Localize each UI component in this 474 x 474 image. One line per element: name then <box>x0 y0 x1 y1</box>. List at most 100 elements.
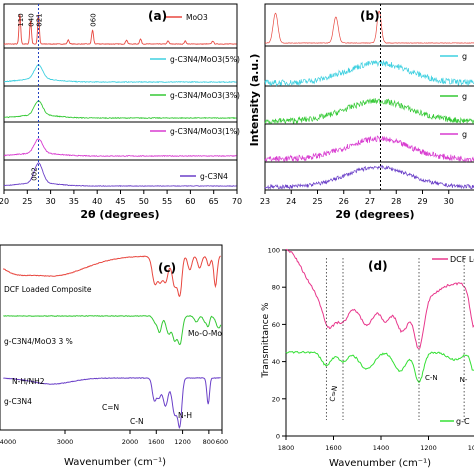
peak-label: 002 <box>30 167 38 180</box>
y-tick-label: 80 <box>272 284 280 292</box>
panel-c-plot: DCF Loaded Composite g-C3N4/MoO3 3 % g-C3N… <box>2 255 222 429</box>
series-line-4 <box>264 164 474 190</box>
panel-c-xlabel: Wavenumber (cm⁻¹) <box>64 457 166 468</box>
legend-label: g-C <box>456 417 470 426</box>
y-tick-label: 40 <box>272 358 280 366</box>
series-line-0 <box>2 255 221 298</box>
panel-b-ylabel: Intensity (a.u.) <box>248 54 261 147</box>
panel-a: 110 040 021 060 002 MoO3 g-C3N4/MoO3(5%) g-C3N4… <box>0 3 242 221</box>
x-tick-label: 1000 <box>468 444 474 452</box>
peak-label: 021 <box>35 13 43 26</box>
x-tick-label: 27 <box>365 197 375 206</box>
x-tick-label: 1400 <box>373 444 390 452</box>
panel-b-label: (b) <box>360 9 380 23</box>
y-tick-label: 60 <box>272 321 280 329</box>
series-line-1 <box>3 315 222 346</box>
series-line-1 <box>264 59 474 87</box>
x-tick-label: 65 <box>209 197 219 206</box>
panel-c: DCF Loaded Composite g-C3N4/MoO3 3 % g-C3N… <box>0 244 228 468</box>
x-tick-label: 1600 <box>325 444 342 452</box>
panel-c-frame <box>0 244 223 431</box>
y-tick-label: 20 <box>272 395 280 403</box>
annotation-label: N-H/NH2 <box>12 377 45 386</box>
annotation-label: Mo-O-Mo <box>188 329 222 338</box>
panel-d-xlabel: Wavenumber (cm⁻¹) <box>329 458 431 469</box>
y-tick-label: 100 <box>268 247 280 255</box>
x-tick-label: 30 <box>444 197 454 206</box>
x-tick-label: 3000 <box>57 438 74 446</box>
x-tick-label: 4000 <box>0 438 16 446</box>
panel-d-xticks: 1800 1600 1400 1200 1000 <box>278 436 474 452</box>
annotation-label: C-N <box>130 417 144 426</box>
annotation-label: C-N <box>425 374 438 382</box>
x-tick-label: 2000 <box>122 438 139 446</box>
peak-label: 060 <box>90 13 98 26</box>
series-line-2 <box>3 377 221 429</box>
series-line-0 <box>264 10 474 44</box>
panel-b-plot: g g g <box>264 4 474 190</box>
x-tick-label: 40 <box>92 197 102 206</box>
panel-d-yticks: 0 20 40 60 80 100 <box>268 247 286 441</box>
x-tick-label: 25 <box>312 197 322 206</box>
panel-b-xticks: 23 24 25 26 27 28 29 30 <box>260 190 454 206</box>
panel-d-ylabel: Transmittance % <box>261 302 271 379</box>
annotation-label: C=N <box>328 385 339 402</box>
y-tick-label: 0 <box>276 433 280 441</box>
x-tick-label: 30 <box>46 197 56 206</box>
panel-c-label: (c) <box>158 261 176 275</box>
x-tick-label: 45 <box>115 197 125 206</box>
x-tick-label: 1200 <box>420 444 437 452</box>
x-tick-label: 70 <box>232 197 242 206</box>
x-tick-label: 29 <box>417 197 427 206</box>
legend-label: g <box>462 92 467 101</box>
panel-d: DCF Loaded g-C C=N C-N N- (d) 1800 1600 1400 12… <box>261 247 474 469</box>
panel-b-xlabel: 2θ (degrees) <box>335 208 414 221</box>
panel-a-label: (a) <box>148 9 167 23</box>
series-line-0 <box>285 248 474 349</box>
x-tick-label: 50 <box>139 197 149 206</box>
x-tick-label: 600 <box>216 438 228 446</box>
legend-label: g <box>462 52 467 61</box>
legend-label: g-C3N4/MoO3(1%) <box>170 127 240 136</box>
panel-d-frame <box>285 249 474 437</box>
series-line-2 <box>3 100 237 120</box>
legend-label: g <box>462 130 467 139</box>
x-tick-label: 25 <box>22 197 32 206</box>
x-tick-label: 1800 <box>278 444 295 452</box>
legend-label: g-C3N4/MoO3 3 % <box>4 337 73 346</box>
x-tick-label: 20 <box>0 197 9 206</box>
series-line-3 <box>3 138 237 157</box>
annotation-label: N-H <box>178 411 192 420</box>
x-tick-label: 35 <box>69 197 79 206</box>
panel-d-label: (d) <box>368 259 388 273</box>
legend-label: g-C3N4/MoO3(5%) <box>170 55 240 64</box>
annotation-label: C=N <box>102 403 119 412</box>
legend-label: DCF Loaded Composite <box>4 285 92 294</box>
x-tick-label: 1200 <box>174 438 191 446</box>
series-line-2 <box>264 98 474 125</box>
x-tick-label: 26 <box>339 197 349 206</box>
annotation-label: N- <box>460 376 468 384</box>
peak-label: 110 <box>17 13 25 26</box>
series-line-0 <box>3 14 237 45</box>
legend-label: g-C3N4 <box>4 397 32 406</box>
panel-c-xticks: 3000 2000 1600 1200 800 600 4000 <box>0 430 228 446</box>
legend-label: g-C3N4 <box>200 172 228 181</box>
x-tick-label: 1600 <box>148 438 165 446</box>
x-tick-label: 28 <box>391 197 401 206</box>
panel-a-xlabel: 2θ (degrees) <box>80 208 159 221</box>
series-line-1 <box>285 350 474 384</box>
panel-b: g g g (b) 23 24 25 26 27 28 29 30 2θ (degrees) In… <box>248 3 474 221</box>
panel-d-plot: DCF Loaded g-C C=N C-N N- <box>285 248 474 426</box>
peak-label: 040 <box>28 13 36 26</box>
x-tick-label: 23 <box>260 197 270 206</box>
series-line-1 <box>4 64 237 84</box>
series-line-4 <box>3 162 237 187</box>
x-tick-label: 55 <box>162 197 172 206</box>
x-tick-label: 24 <box>286 197 296 206</box>
legend-label: DCF Loaded <box>450 255 474 264</box>
panel-a-plot: 110 040 021 060 002 MoO3 g-C3N4/MoO3(5%) g-C3N4… <box>3 4 240 190</box>
panel-a-xticks: 20 25 30 35 40 45 50 55 60 65 70 <box>0 190 242 206</box>
x-tick-label: 60 <box>185 197 195 206</box>
